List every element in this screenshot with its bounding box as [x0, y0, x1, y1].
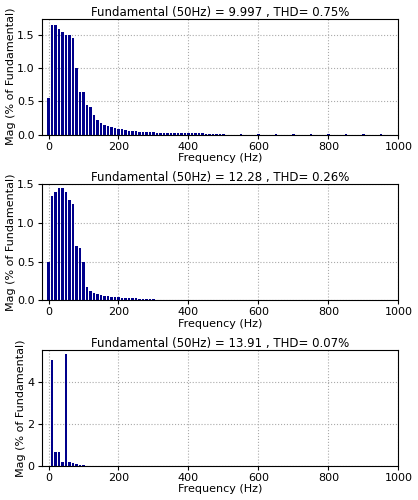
Title: Fundamental (50Hz) = 12.28 , THD= 0.26%: Fundamental (50Hz) = 12.28 , THD= 0.26% — [91, 172, 349, 184]
Bar — [47, 98, 50, 134]
Bar — [96, 294, 99, 300]
Bar — [86, 287, 88, 300]
Bar — [152, 132, 155, 134]
Bar — [138, 132, 141, 134]
Bar — [117, 128, 120, 134]
Title: Fundamental (50Hz) = 9.997 , THD= 0.75%: Fundamental (50Hz) = 9.997 , THD= 0.75% — [91, 6, 349, 18]
Bar — [128, 130, 130, 134]
Bar — [68, 35, 71, 134]
Title: Fundamental (50Hz) = 13.91 , THD= 0.07%: Fundamental (50Hz) = 13.91 , THD= 0.07% — [91, 337, 349, 350]
Bar — [93, 292, 95, 300]
Bar — [163, 133, 165, 134]
Bar — [149, 299, 151, 300]
Bar — [58, 188, 60, 300]
Bar — [110, 128, 113, 134]
Bar — [79, 92, 81, 134]
Bar — [96, 120, 99, 134]
Bar — [103, 124, 106, 134]
X-axis label: Frequency (Hz): Frequency (Hz) — [178, 484, 262, 494]
Bar — [75, 246, 78, 300]
Bar — [177, 133, 179, 134]
Bar — [100, 122, 102, 134]
Bar — [61, 32, 64, 134]
Bar — [138, 298, 141, 300]
Bar — [142, 132, 144, 134]
Bar — [93, 114, 95, 134]
Bar — [65, 35, 67, 134]
Bar — [61, 188, 64, 300]
Bar — [82, 92, 85, 134]
Bar — [128, 298, 130, 300]
Bar — [51, 196, 53, 300]
Y-axis label: Mag (% of Fundamental): Mag (% of Fundamental) — [5, 8, 15, 145]
Bar — [124, 130, 127, 134]
Bar — [166, 133, 169, 134]
Bar — [110, 296, 113, 300]
Bar — [103, 296, 106, 300]
Bar — [159, 133, 162, 134]
Bar — [89, 291, 92, 300]
Bar — [114, 297, 116, 300]
Bar — [170, 133, 172, 134]
Bar — [47, 262, 50, 300]
Y-axis label: Mag (% of Fundamental): Mag (% of Fundamental) — [5, 174, 15, 311]
Bar — [145, 132, 148, 134]
Bar — [149, 132, 151, 134]
Bar — [79, 465, 81, 466]
Bar — [75, 464, 78, 466]
Bar — [173, 133, 176, 134]
Bar — [54, 25, 57, 134]
Bar — [121, 298, 123, 300]
Bar — [65, 192, 67, 300]
Bar — [68, 462, 71, 466]
Bar — [131, 131, 134, 134]
Bar — [114, 128, 116, 134]
X-axis label: Frequency (Hz): Frequency (Hz) — [178, 318, 262, 328]
Bar — [51, 360, 53, 466]
Y-axis label: Mag (% of Fundamental): Mag (% of Fundamental) — [16, 340, 26, 477]
Bar — [142, 299, 144, 300]
Bar — [51, 25, 53, 134]
Bar — [75, 68, 78, 134]
Bar — [72, 463, 74, 466]
Bar — [135, 298, 137, 300]
Bar — [72, 204, 74, 300]
Bar — [131, 298, 134, 300]
Bar — [72, 38, 74, 134]
Bar — [68, 200, 71, 300]
Bar — [79, 248, 81, 300]
Bar — [135, 132, 137, 134]
Bar — [145, 299, 148, 300]
X-axis label: Frequency (Hz): Frequency (Hz) — [178, 153, 262, 163]
Bar — [54, 452, 57, 466]
Bar — [58, 28, 60, 134]
Bar — [65, 354, 67, 466]
Bar — [89, 107, 92, 134]
Bar — [107, 126, 109, 134]
Bar — [86, 105, 88, 134]
Bar — [61, 462, 64, 466]
Bar — [100, 295, 102, 300]
Bar — [54, 192, 57, 300]
Bar — [107, 296, 109, 300]
Bar — [121, 130, 123, 134]
Bar — [124, 298, 127, 300]
Bar — [58, 452, 60, 466]
Bar — [184, 133, 186, 134]
Bar — [180, 133, 183, 134]
Bar — [82, 262, 85, 300]
Bar — [156, 132, 158, 134]
Bar — [117, 298, 120, 300]
